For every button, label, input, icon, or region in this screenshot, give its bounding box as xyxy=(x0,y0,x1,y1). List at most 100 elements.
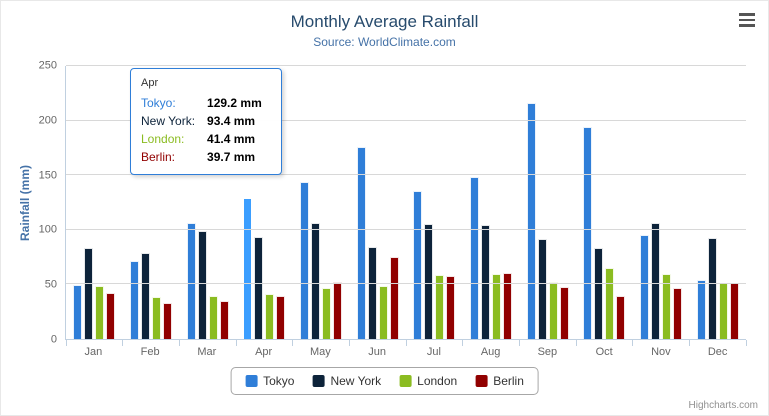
bar-tokyo-apr[interactable] xyxy=(243,197,253,339)
bar-tokyo-jan[interactable] xyxy=(73,284,83,339)
bar-tokyo-jul[interactable] xyxy=(413,190,423,339)
gridline-250 xyxy=(66,65,746,66)
y-tick-label-50: 50 xyxy=(44,278,57,291)
x-tick-label-may: May xyxy=(309,346,331,358)
y-tick-label-150: 150 xyxy=(38,169,57,182)
bar-london-oct[interactable] xyxy=(605,267,615,339)
plot-area xyxy=(65,65,747,346)
credits-link[interactable]: Highcharts.com xyxy=(688,400,758,411)
x-tick-label-jun: Jun xyxy=(368,346,386,358)
legend-swatch-london xyxy=(399,375,412,387)
y-tick-label-100: 100 xyxy=(38,223,57,236)
bar-new-york-apr[interactable] xyxy=(254,237,264,339)
x-axis-tick xyxy=(688,340,690,346)
category-group-nov xyxy=(633,66,690,339)
bar-london-dec[interactable] xyxy=(718,283,728,339)
bar-london-sep[interactable] xyxy=(548,281,558,339)
x-axis-tick xyxy=(235,340,237,346)
bar-london-mar[interactable] xyxy=(208,296,218,339)
legend-item-berlin[interactable]: Berlin xyxy=(475,374,524,388)
bar-groups xyxy=(66,66,746,339)
bar-berlin-may[interactable] xyxy=(333,281,343,339)
bar-berlin-jan[interactable] xyxy=(106,292,116,339)
legend-item-new-york[interactable]: New York xyxy=(312,374,381,388)
bar-new-york-mar[interactable] xyxy=(197,231,207,339)
bar-new-york-aug[interactable] xyxy=(481,225,491,339)
bar-london-aug[interactable] xyxy=(492,273,502,339)
bar-new-york-jul[interactable] xyxy=(424,224,434,339)
tooltip: Apr Tokyo: 129.2 mm New York: 93.4 mm London… xyxy=(130,68,282,175)
gridline-150 xyxy=(66,174,746,176)
gridline-200 xyxy=(66,119,746,121)
hamburger-line xyxy=(739,13,755,16)
legend-item-london[interactable]: London xyxy=(399,374,457,388)
category-group-dec xyxy=(689,66,746,339)
bar-new-york-feb[interactable] xyxy=(141,252,150,339)
category-group-sep xyxy=(519,66,576,339)
x-tick-label-nov: Nov xyxy=(651,346,671,358)
bar-london-feb[interactable] xyxy=(152,296,161,339)
category-group-may xyxy=(293,66,350,339)
bar-new-york-nov[interactable] xyxy=(651,222,661,339)
x-axis-tick xyxy=(348,340,350,346)
bar-london-apr[interactable] xyxy=(265,293,275,339)
bar-tokyo-aug[interactable] xyxy=(470,176,480,339)
bar-london-jul[interactable] xyxy=(435,274,445,339)
bar-tokyo-mar[interactable] xyxy=(186,222,196,339)
bar-tokyo-jun[interactable] xyxy=(356,146,366,339)
x-axis-tick xyxy=(462,340,464,346)
bar-new-york-jun[interactable] xyxy=(367,246,377,339)
bar-london-nov[interactable] xyxy=(662,274,672,339)
bar-london-jan[interactable] xyxy=(95,285,105,339)
x-tick-label-oct: Oct xyxy=(595,346,613,358)
y-tick-label-250: 250 xyxy=(38,59,57,72)
bar-berlin-mar[interactable] xyxy=(219,301,229,339)
bar-berlin-feb[interactable] xyxy=(163,302,172,339)
x-tick-label-dec: Dec xyxy=(707,346,728,358)
bar-london-jun[interactable] xyxy=(378,286,388,339)
tooltip-series-value: 39.7 mm xyxy=(207,150,256,164)
bar-tokyo-feb[interactable] xyxy=(130,260,139,339)
x-axis-tick xyxy=(292,340,294,346)
bar-new-york-oct[interactable] xyxy=(594,247,604,339)
x-axis-tick xyxy=(178,340,180,346)
legend-swatch-tokyo xyxy=(245,375,258,387)
bar-berlin-dec[interactable] xyxy=(729,283,739,339)
hamburger-menu-icon[interactable] xyxy=(736,13,758,31)
tooltip-series-name: Tokyo: xyxy=(141,96,176,110)
tooltip-row-london: London: 41.4 mm xyxy=(141,130,262,148)
legend-item-tokyo[interactable]: Tokyo xyxy=(245,374,294,388)
bar-berlin-jun[interactable] xyxy=(389,256,399,339)
x-axis-tick xyxy=(405,340,407,346)
bar-tokyo-oct[interactable] xyxy=(583,127,593,339)
bar-tokyo-nov[interactable] xyxy=(640,234,650,339)
bar-new-york-jan[interactable] xyxy=(84,247,94,339)
legend-swatch-berlin xyxy=(475,375,488,387)
tooltip-series-name: New York: xyxy=(141,114,196,128)
bar-berlin-apr[interactable] xyxy=(276,295,286,339)
category-group-jun xyxy=(349,66,406,339)
gridline-50 xyxy=(66,283,746,285)
bar-berlin-aug[interactable] xyxy=(503,273,513,339)
bar-tokyo-sep[interactable] xyxy=(526,102,536,339)
tooltip-series-value: 41.4 mm xyxy=(207,132,256,146)
x-axis-tick xyxy=(122,340,124,346)
bar-tokyo-dec[interactable] xyxy=(696,279,706,339)
bar-new-york-sep[interactable] xyxy=(537,239,547,339)
bar-tokyo-may[interactable] xyxy=(300,181,310,339)
category-group-feb xyxy=(123,66,180,339)
bar-london-may[interactable] xyxy=(322,287,332,339)
x-tick-label-jul: Jul xyxy=(426,346,441,358)
bar-berlin-oct[interactable] xyxy=(616,296,626,339)
x-axis-tick xyxy=(745,340,747,346)
chart-title: Monthly Average Rainfall xyxy=(290,12,479,31)
tooltip-series-name: London: xyxy=(141,132,185,146)
bar-berlin-nov[interactable] xyxy=(673,287,683,339)
bar-berlin-jul[interactable] xyxy=(446,276,456,339)
bar-new-york-dec[interactable] xyxy=(707,238,717,339)
bar-berlin-sep[interactable] xyxy=(559,287,569,339)
bar-new-york-may[interactable] xyxy=(311,223,321,339)
hamburger-line xyxy=(739,18,755,21)
x-tick-label-sep: Sep xyxy=(537,346,558,358)
x-tick-label-jan: Jan xyxy=(84,346,103,358)
